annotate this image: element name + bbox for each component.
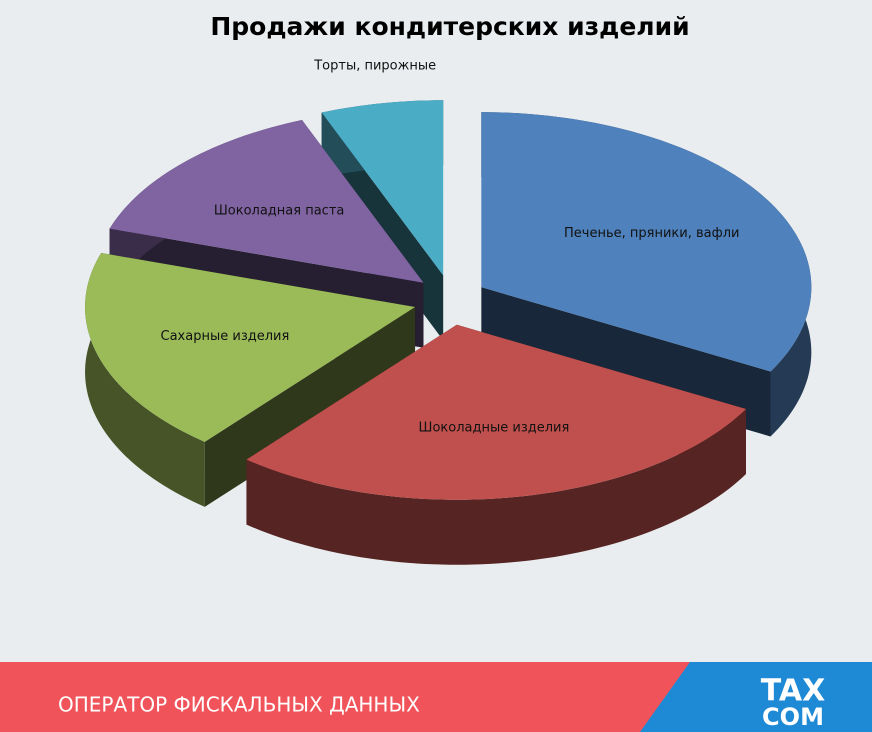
chart-title: Продажи кондитерских изделий [210,12,689,41]
slice-label: Шоколадная паста [214,203,345,218]
pie: Торты, пирожные Шоколадная паста Печенье, … [85,59,812,565]
slice-side [246,409,747,565]
slice [246,324,747,565]
footer-text: ОПЕРАТОР ФИСКАЛЬНЫХ ДАННЫХ [58,693,420,717]
slice-top [321,100,444,276]
logo-top: TAX [761,674,825,709]
slice-top [246,324,747,500]
slice-label: Печенье, пряники, вафли [564,226,739,241]
slice-side [85,252,205,507]
slice-top [481,112,812,372]
slice-top [109,120,424,283]
slice-label: Сахарные изделия [161,329,290,344]
slice-label: Шоколадные изделия [419,420,570,435]
footer: ОПЕРАТОР ФИСКАЛЬНЫХ ДАННЫХ TAX COM [0,662,872,732]
slice-label: Торты, пирожные [313,59,436,74]
logo-bottom: COM [762,703,824,731]
slice-top [85,252,416,442]
footer-accent [640,662,872,732]
